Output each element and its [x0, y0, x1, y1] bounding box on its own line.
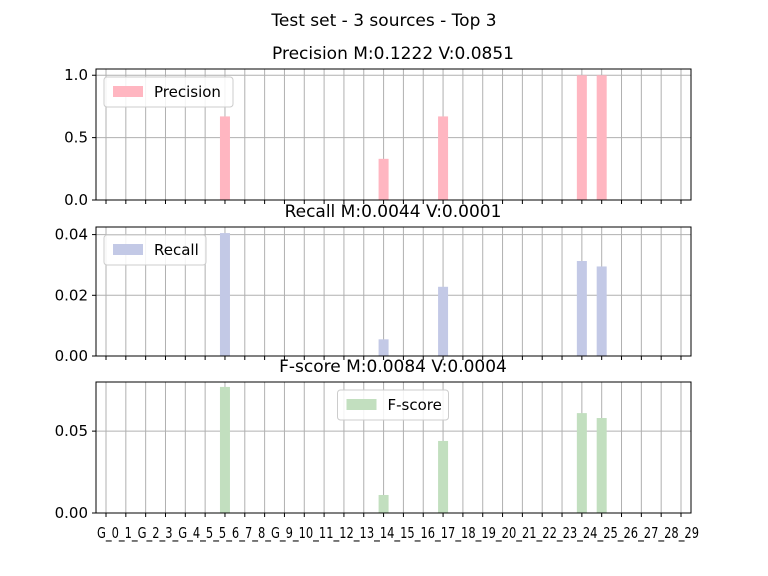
legend-label: Recall	[154, 241, 199, 259]
y-tick-label: 0.5	[64, 129, 88, 147]
subplot-3: 0.00 0.05 F-score M:0.0084 V:0.0004 F-score	[55, 357, 692, 522]
subplot-title: Precision M:0.1222 V:0.0851	[272, 44, 514, 64]
bar	[378, 339, 389, 356]
bar	[576, 75, 587, 200]
bar	[438, 440, 449, 513]
subplots: 0.0 0.5 1.0 Precision M:0.1222 V:0.0851 Prec…	[55, 44, 692, 522]
bar	[438, 286, 449, 356]
y-tick-label: 0.05	[55, 422, 88, 440]
bar	[378, 158, 389, 200]
bar	[219, 233, 230, 356]
subplot-title: F-score M:0.0084 V:0.0004	[279, 357, 507, 377]
y-tick-label: 0.04	[55, 226, 88, 244]
legend-box	[103, 234, 207, 266]
bar	[219, 386, 230, 513]
bar	[596, 418, 607, 513]
bar	[576, 413, 587, 513]
axes-frame	[95, 68, 692, 201]
axes-frame	[95, 381, 692, 514]
bar	[438, 116, 449, 200]
subplot-title: Recall M:0.0044 V:0.0001	[285, 202, 502, 222]
y-tick-label: 1.0	[64, 66, 88, 84]
bar	[378, 494, 389, 513]
legend-swatch	[113, 86, 143, 97]
y-tick-label: 0.0	[64, 191, 88, 209]
y-tick-label: 0.02	[55, 286, 88, 304]
bar	[576, 260, 587, 356]
bar	[596, 75, 607, 200]
axes-frame	[95, 226, 692, 357]
bar	[596, 266, 607, 356]
x-tick-labels: G_0_1_G_2_3_G_4_5_5_6_7_8_G_9_10_11_12_1…	[97, 524, 699, 543]
subplot-2: 0.00 0.02 0.04 Recall M:0.0044 V:0.0001 Reca…	[55, 202, 692, 365]
legend-label: Precision	[154, 83, 221, 101]
bar	[219, 116, 230, 200]
legend-swatch	[113, 244, 143, 255]
figure-suptitle: Test set - 3 sources - Top 3	[270, 11, 496, 31]
subplot-1: 0.0 0.5 1.0 Precision M:0.1222 V:0.0851 Prec…	[64, 44, 692, 209]
legend-box	[103, 76, 234, 108]
y-tick-label: 0.00	[55, 504, 88, 522]
legend-box	[337, 389, 449, 421]
legend-swatch	[346, 399, 377, 410]
legend-label: F-score	[388, 396, 442, 414]
y-tick-label: 0.00	[55, 347, 88, 365]
